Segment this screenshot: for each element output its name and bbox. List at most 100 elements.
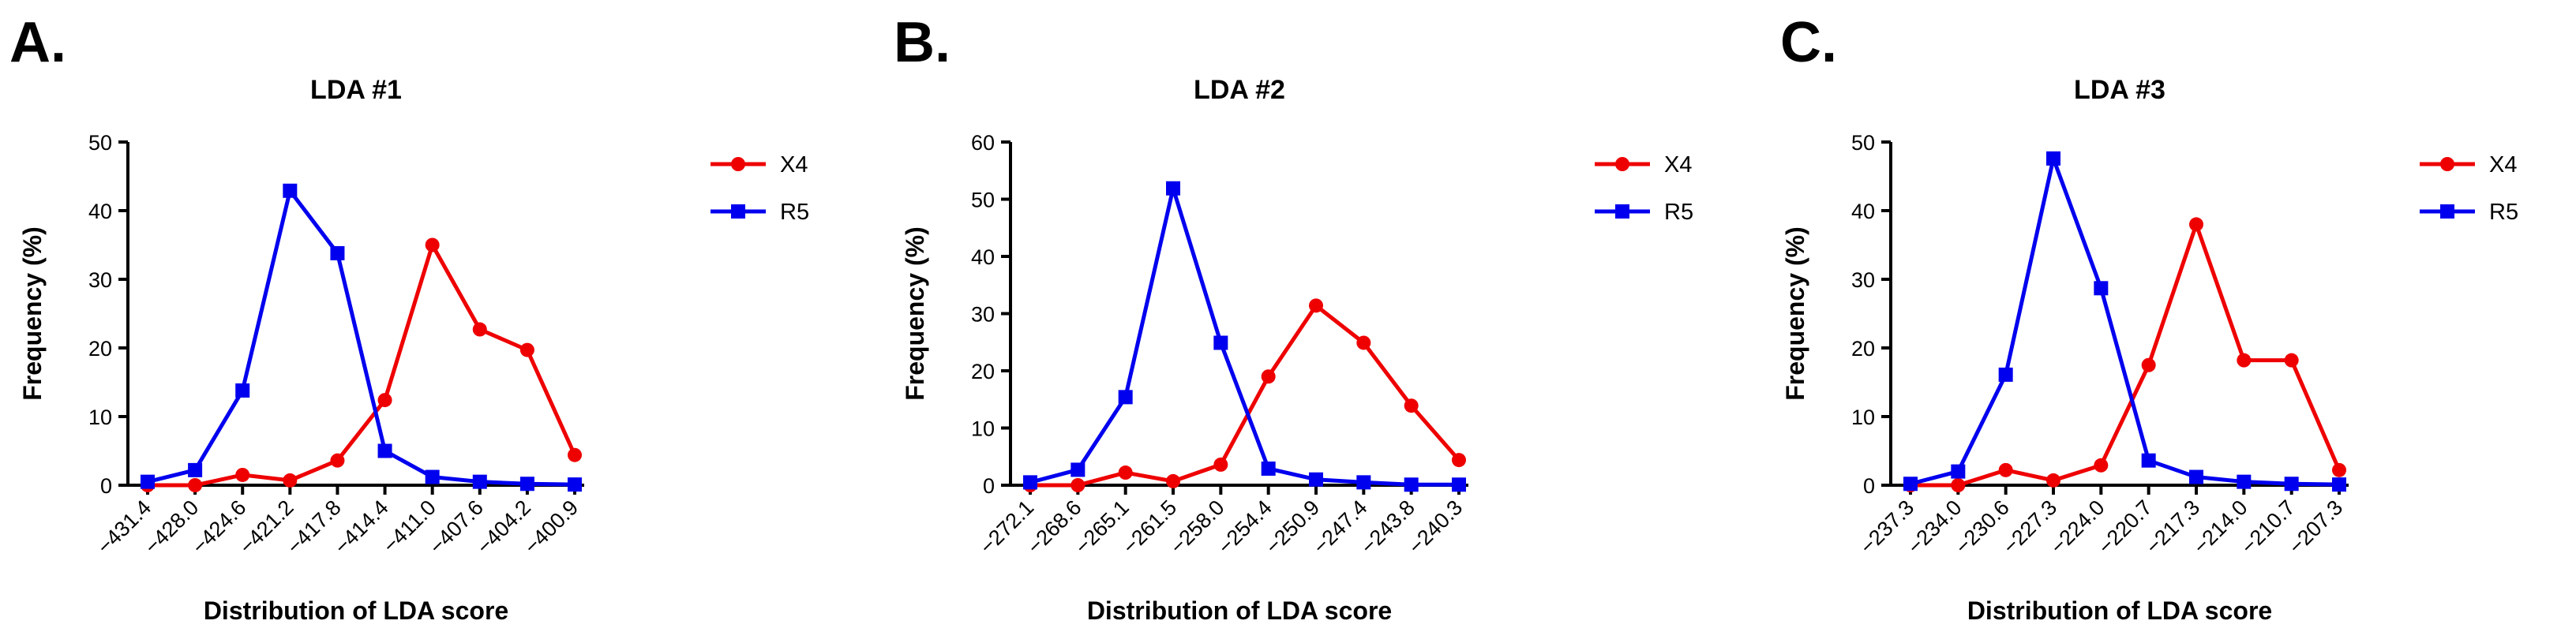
data-point-x4 <box>1166 473 1180 488</box>
data-point-x4 <box>188 478 203 492</box>
data-point-r5 <box>2237 474 2252 489</box>
data-point-x4 <box>2237 353 2252 368</box>
data-point-r5 <box>1404 477 1419 492</box>
series-x4 <box>1023 298 1466 492</box>
data-point-x4 <box>1071 478 1086 492</box>
legend-entry-x4: X4 <box>711 152 808 178</box>
y-axis-title: Frequency (%) <box>1781 226 1809 400</box>
data-point-r5 <box>188 462 203 477</box>
data-point-r5 <box>235 383 250 398</box>
series-line-r5 <box>1910 156 2340 487</box>
data-point-r5 <box>519 477 534 492</box>
axes: 01020304050−431.4−428.0−424.6−421.2−417.… <box>88 131 584 559</box>
data-point-r5 <box>2046 151 2060 166</box>
data-point-r5 <box>2189 469 2203 484</box>
panel-label: B. <box>894 11 951 74</box>
data-point-r5 <box>141 474 155 489</box>
y-tick-label: 10 <box>88 406 112 429</box>
data-point-x4 <box>2284 353 2299 368</box>
data-point-x4 <box>235 467 250 482</box>
data-point-r5 <box>1951 464 1966 479</box>
data-point-x4 <box>1998 462 2013 477</box>
data-point-x4 <box>2094 458 2109 473</box>
y-tick-label: 60 <box>971 131 995 155</box>
data-point-x4 <box>1452 453 1466 468</box>
data-point-x4 <box>377 393 392 408</box>
axes: 01020304050−237.3−234.0−230.6−227.3−224.… <box>1851 131 2349 559</box>
data-point-x4 <box>425 237 440 252</box>
data-point-r5 <box>377 443 392 458</box>
series-line-r5 <box>1029 186 1459 487</box>
x-tick-label: −265.1 <box>1071 495 1134 559</box>
legend-entry-x4: X4 <box>1595 152 1692 178</box>
data-point-r5 <box>1023 475 1037 490</box>
x-axis-title: Distribution of LDA score <box>1087 596 1392 625</box>
data-point-x4 <box>330 453 345 468</box>
data-point-x4 <box>1951 478 1966 492</box>
data-point-r5 <box>1118 390 1133 405</box>
legend-label: X4 <box>1664 152 1692 178</box>
x-tick-label: −227.3 <box>1998 495 2061 559</box>
x-tick-label: −210.7 <box>2237 495 2300 559</box>
chart-title: LDA #3 <box>2074 75 2165 105</box>
y-tick-label: 0 <box>1863 474 1875 498</box>
data-point-r5 <box>425 469 440 484</box>
y-axis-title: Frequency (%) <box>901 226 929 400</box>
x-tick-label: −254.4 <box>1213 495 1277 559</box>
data-point-r5 <box>330 245 345 260</box>
x-tick-label: −261.5 <box>1118 495 1181 559</box>
x-tick-label: −243.8 <box>1356 495 1419 559</box>
y-tick-label: 0 <box>983 474 995 498</box>
x-axis-title: Distribution of LDA score <box>1967 596 2272 625</box>
y-tick-label: 40 <box>1851 200 1875 223</box>
legend-entry-r5: R5 <box>711 200 809 225</box>
legend-marker <box>2440 157 2454 171</box>
series-x4 <box>141 237 582 492</box>
data-point-x4 <box>283 473 298 488</box>
data-point-r5 <box>2141 453 2156 468</box>
series-r5 <box>1023 181 1466 492</box>
legend-entry-r5: R5 <box>1595 200 1693 225</box>
data-point-r5 <box>1998 367 2013 382</box>
x-tick-label: −220.7 <box>2094 495 2157 559</box>
data-point-x4 <box>2332 462 2346 477</box>
data-point-x4 <box>568 447 582 462</box>
legend-entry-r5: R5 <box>2420 200 2518 225</box>
y-tick-label: 20 <box>88 337 112 361</box>
data-point-r5 <box>1903 477 1918 492</box>
data-point-x4 <box>472 322 487 337</box>
y-tick-label: 40 <box>971 245 995 269</box>
panel-label: C. <box>1780 11 1837 74</box>
legend-entry-x4: X4 <box>2420 152 2517 178</box>
y-tick-label: 10 <box>1851 406 1875 429</box>
data-point-r5 <box>1309 472 1323 487</box>
x-tick-label: −217.3 <box>2141 495 2204 559</box>
data-point-r5 <box>472 474 487 489</box>
x-tick-label: −237.3 <box>1855 495 1918 559</box>
x-axis-title: Distribution of LDA score <box>204 596 508 625</box>
y-tick-label: 50 <box>1851 131 1875 155</box>
y-tick-label: 30 <box>971 303 995 327</box>
data-point-x4 <box>1261 369 1276 384</box>
y-tick-label: 50 <box>88 131 112 155</box>
x-tick-label: −240.3 <box>1404 495 1467 559</box>
data-point-r5 <box>283 183 298 198</box>
series-line-x4 <box>1910 222 2342 488</box>
y-tick-label: 10 <box>971 417 995 441</box>
chart-title: LDA #1 <box>310 75 402 105</box>
series-line-r5 <box>147 189 576 487</box>
data-point-x4 <box>2141 357 2156 372</box>
data-point-x4 <box>1404 398 1419 413</box>
x-tick-label: −272.1 <box>975 495 1038 559</box>
data-point-r5 <box>1166 181 1180 196</box>
panel-label: A. <box>9 11 66 74</box>
legend-label: R5 <box>1664 200 1693 225</box>
legend-marker <box>731 157 745 171</box>
data-point-r5 <box>1261 461 1276 476</box>
data-point-r5 <box>1356 475 1371 490</box>
legend-marker <box>1615 204 1629 219</box>
data-point-r5 <box>2284 477 2299 492</box>
x-tick-label: −230.6 <box>1951 495 2014 559</box>
legend-label: X4 <box>2489 152 2517 178</box>
